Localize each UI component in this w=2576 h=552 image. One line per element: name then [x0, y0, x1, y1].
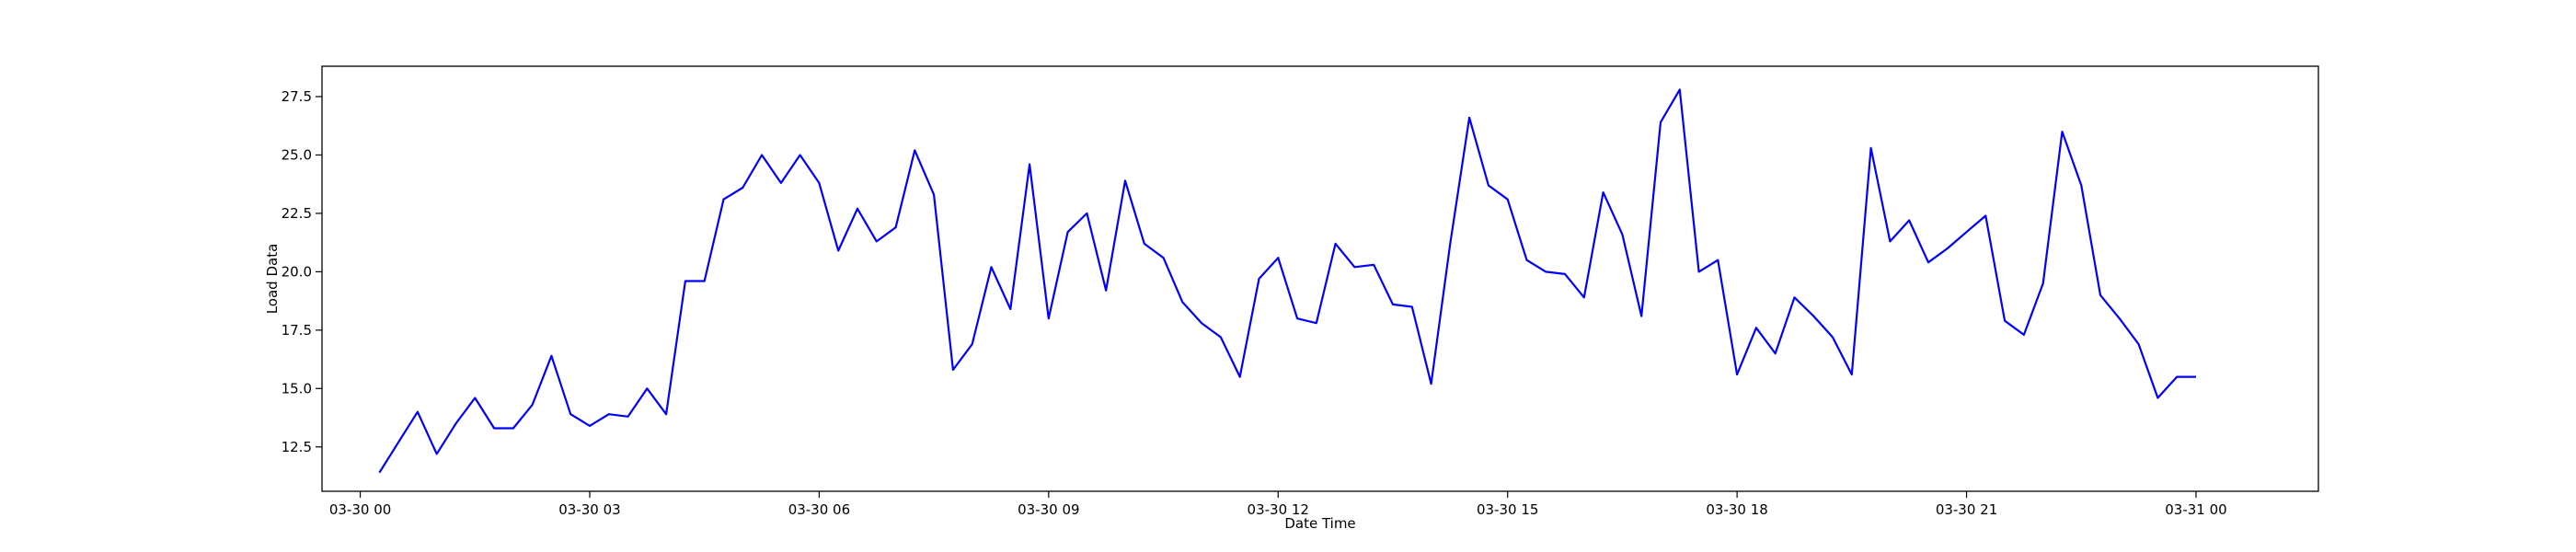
y-tick-label: 15.0: [282, 380, 312, 397]
x-tick-label: 03-30 00: [329, 501, 391, 518]
x-tick-label: 03-30 06: [788, 501, 850, 518]
x-axis-title: Date Time: [1284, 515, 1355, 532]
y-tick-label: 25.0: [282, 146, 312, 163]
y-tick-label: 20.0: [282, 263, 312, 280]
y-axis: 12.5 15.0 17.5 20.0 22.5 25.0 27.5: [282, 88, 322, 455]
y-axis-title: Load Data: [264, 244, 281, 315]
y-tick-label: 27.5: [282, 88, 312, 105]
x-tick-label: 03-30 18: [1706, 501, 1767, 518]
y-tick-label: 12.5: [282, 439, 312, 455]
x-tick-label: 03-30 03: [558, 501, 620, 518]
plot-frame: [321, 65, 2319, 492]
y-tick-label: 17.5: [282, 322, 312, 339]
plot-area: [322, 66, 2318, 491]
load-data-series-line: [378, 88, 2196, 474]
y-tick-label: 22.5: [282, 205, 312, 222]
x-tick-label: 03-30 21: [1936, 501, 1997, 518]
x-tick-label: 03-30 12: [1248, 501, 1309, 518]
x-axis: 03-30 00 03-30 03 03-30 06 03-30 09 03-30 12…: [329, 491, 2227, 518]
x-tick-label: 03-30 09: [1018, 501, 1079, 518]
x-tick-label: 03-30 15: [1477, 501, 1538, 518]
x-tick-label: 03-31 00: [2165, 501, 2226, 518]
